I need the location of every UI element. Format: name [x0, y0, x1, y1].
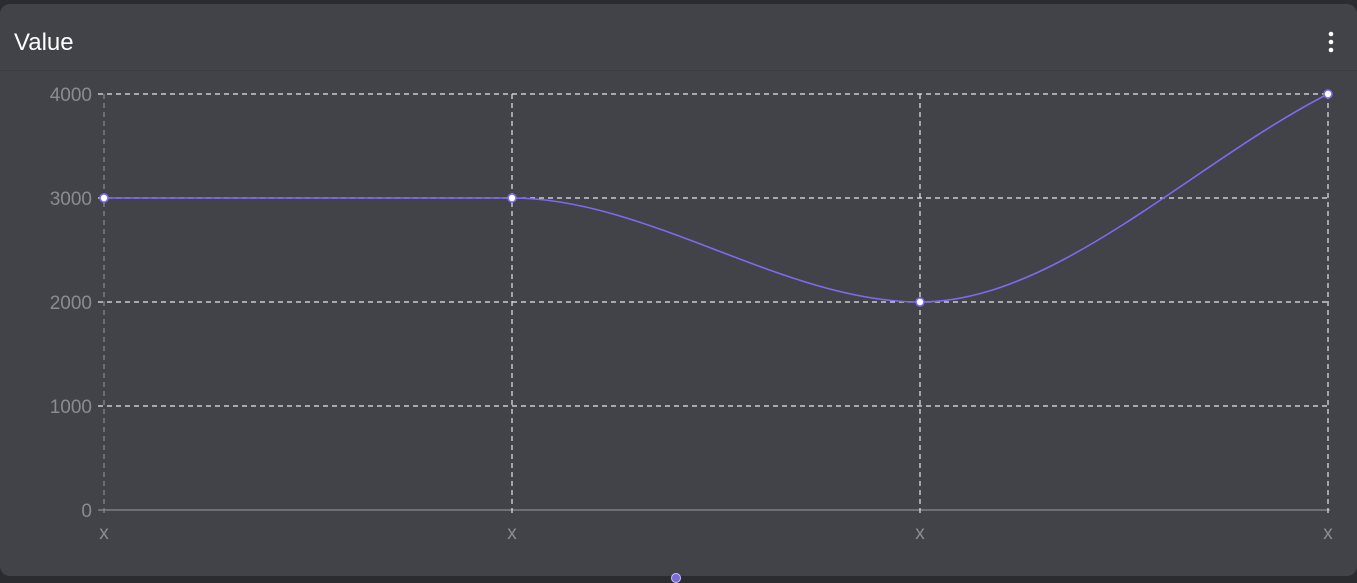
x-tick-label: x	[507, 523, 517, 544]
data-point	[1323, 89, 1333, 99]
data-point	[915, 297, 925, 307]
data-point	[99, 193, 109, 203]
y-tick-label: 1000	[50, 397, 92, 418]
y-tick-label: 0	[81, 501, 92, 522]
card-title: Value	[14, 29, 74, 56]
y-tick-label: 4000	[50, 85, 92, 106]
series-line	[103, 93, 1329, 303]
y-tick-label: 3000	[50, 189, 92, 210]
x-tick-label: x	[99, 523, 109, 544]
card-header: Value	[0, 4, 1357, 71]
y-tick-label: 2000	[50, 293, 92, 314]
more-vertical-icon	[1328, 31, 1334, 53]
x-tick-label: x	[1323, 523, 1333, 544]
more-menu-button[interactable]	[1319, 27, 1343, 57]
data-point	[507, 193, 517, 203]
pagination-dot[interactable]	[671, 573, 681, 583]
chart-card: Value	[0, 4, 1357, 576]
x-tick-label: x	[915, 523, 925, 544]
